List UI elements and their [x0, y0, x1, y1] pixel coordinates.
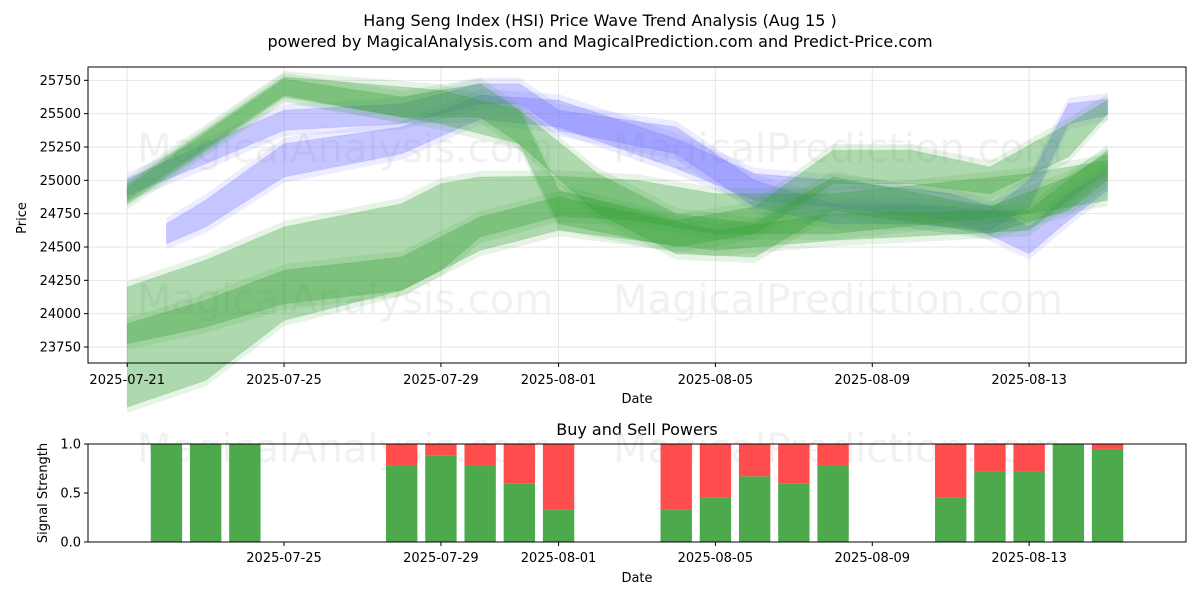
wave-band-halo: [127, 77, 1108, 237]
price-x-ticks: 2025-07-21 2025-07-25 2025-07-29 2025-08-01…: [89, 363, 1067, 388]
x-tick-label: 2025-08-05: [678, 551, 754, 566]
y-tick-label: 25500: [40, 107, 81, 122]
buy-bar: [974, 471, 1006, 542]
buy-bar: [935, 497, 967, 542]
y-tick-label: 25250: [40, 141, 81, 156]
buy-bar: [1091, 448, 1124, 542]
y-tick-label: 24750: [40, 207, 81, 222]
x-tick-label: 2025-07-25: [246, 551, 322, 566]
y-tick-label: 24250: [40, 274, 81, 289]
watermark-text: MagicalPrediction.com: [613, 277, 1063, 323]
price-y-ticks: 23750 24000 24250 24500 24750 25000 25250 25500…: [40, 74, 88, 356]
x-tick-label: 2025-07-29: [403, 373, 479, 388]
buy-bar: [1052, 444, 1085, 542]
watermark-text: MagicalAnalysis.com: [137, 277, 553, 323]
sell-bar: [425, 444, 457, 456]
sell-bar: [817, 444, 849, 466]
buy-bar: [150, 444, 183, 542]
sell-bar: [1091, 444, 1124, 449]
buy-bar: [1013, 471, 1045, 542]
wave-band: [126, 83, 1109, 231]
chart-title: Hang Seng Index (HSI) Price Wave Trend A…: [363, 11, 836, 30]
buy-bar: [386, 465, 418, 542]
signal-bars: [150, 444, 1124, 542]
chart-subtitle: powered by MagicalAnalysis.com and Magic…: [267, 32, 932, 51]
wave-band: [126, 78, 1109, 248]
signal-x-ticks: 2025-07-25 2025-07-29 2025-08-01 2025-08-05…: [246, 542, 1067, 566]
x-tick-label: 2025-08-13: [991, 551, 1067, 566]
buy-bar: [464, 465, 496, 542]
x-tick-label: 2025-08-09: [835, 373, 911, 388]
sell-bar: [974, 444, 1006, 472]
buy-bar: [189, 444, 222, 542]
signal-x-axis-label: Date: [621, 571, 652, 586]
buy-bar: [503, 483, 536, 542]
price-grid: [88, 67, 1186, 363]
y-tick-label: 1.0: [60, 438, 81, 453]
price-panel: MagicalAnalysis.com MagicalPrediction.co…: [15, 66, 1187, 414]
buy-bar: [542, 509, 575, 542]
sell-bar: [699, 444, 732, 498]
x-tick-label: 2025-08-13: [991, 373, 1067, 388]
y-tick-label: 23750: [40, 341, 81, 356]
sell-bar: [542, 444, 575, 510]
buy-bar: [660, 509, 692, 542]
x-tick-label: 2025-08-01: [521, 373, 597, 388]
wave-band: [165, 94, 1109, 255]
buy-bar: [738, 476, 771, 542]
signal-y-axis-label: Signal Strength: [36, 443, 51, 543]
watermark-text: MagicalPrediction.com: [613, 126, 1063, 172]
price-x-axis-label: Date: [621, 392, 652, 407]
x-tick-label: 2025-07-29: [403, 551, 479, 566]
buy-bar: [817, 465, 849, 542]
sell-bar: [503, 444, 536, 484]
wave-band-halo: [127, 73, 1108, 253]
wave-band: [126, 149, 1109, 345]
sell-bar: [935, 444, 967, 498]
sell-bar: [464, 444, 496, 466]
sell-bar: [1013, 444, 1045, 472]
wave-band: [126, 159, 1109, 408]
wave-band-halo: [127, 144, 1108, 350]
sell-bar: [660, 444, 692, 510]
buy-bar: [699, 497, 732, 542]
signal-panel-title: Buy and Sell Powers: [556, 420, 718, 439]
price-wave-bands: [126, 71, 1109, 414]
y-tick-label: 25000: [40, 174, 81, 189]
y-tick-label: 0.5: [60, 487, 81, 502]
wave-band-halo: [166, 89, 1108, 260]
x-tick-label: 2025-08-09: [835, 551, 911, 566]
y-tick-label: 0.0: [60, 536, 81, 551]
watermark-text: MagicalAnalysis.com: [137, 126, 553, 172]
sell-bar: [738, 444, 771, 477]
buy-bar: [778, 483, 810, 542]
x-tick-label: 2025-07-25: [246, 373, 322, 388]
y-tick-label: 24500: [40, 241, 81, 256]
wave-band: [126, 76, 1109, 258]
x-tick-label: 2025-08-05: [678, 373, 754, 388]
x-tick-label: 2025-07-21: [89, 373, 165, 388]
wave-band-halo: [127, 154, 1108, 414]
buy-bar: [425, 455, 457, 542]
x-tick-label: 2025-08-01: [521, 551, 597, 566]
price-watermarks: MagicalAnalysis.com MagicalPrediction.co…: [137, 126, 1063, 323]
sell-bar: [778, 444, 810, 484]
wave-band-halo: [127, 71, 1108, 263]
signal-panel: Buy and Sell Powers MagicalAnalysis.com …: [36, 420, 1187, 586]
buy-bar: [229, 444, 261, 542]
y-tick-label: 25750: [40, 74, 81, 89]
signal-y-ticks: 0.0 0.5 1.0: [60, 438, 88, 551]
price-plot-frame: [87, 66, 1187, 364]
sell-bar: [386, 444, 418, 466]
price-y-axis-label: Price: [15, 202, 30, 234]
y-tick-label: 24000: [40, 307, 81, 322]
